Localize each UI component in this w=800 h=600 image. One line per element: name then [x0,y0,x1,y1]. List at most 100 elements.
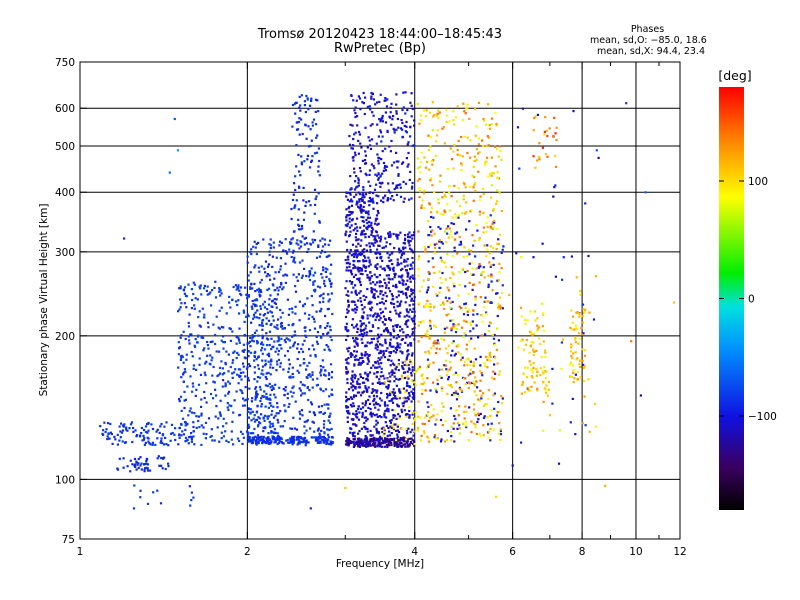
data-point [279,365,282,368]
data-point [427,286,430,289]
data-point [129,470,132,473]
data-point [272,284,275,287]
data-point [366,418,369,421]
data-point [363,381,366,384]
data-point [390,123,393,126]
data-point [576,378,579,381]
data-point [456,422,460,425]
data-point [424,333,427,336]
data-point [356,327,359,330]
data-point [391,278,394,281]
data-point [360,215,363,219]
data-point [387,266,390,269]
data-point [378,382,382,385]
data-point [393,444,396,447]
data-point [387,182,390,185]
data-point [479,435,482,438]
data-point [472,313,475,316]
data-point [493,208,496,211]
data-point [362,229,365,232]
data-point [498,296,502,299]
data-point [356,124,359,127]
data-point [269,247,272,250]
data-point [254,398,257,401]
data-point [349,403,352,406]
data-point [587,378,590,381]
data-point [407,311,410,314]
data-point [245,304,248,307]
data-point [359,205,363,208]
data-point [385,349,388,352]
data-point [402,283,405,286]
data-point [365,193,368,196]
data-point [178,308,181,311]
data-point [443,191,446,194]
data-point [290,438,293,441]
data-point [401,361,404,364]
data-point [255,304,258,307]
data-point [307,248,310,251]
data-point [569,345,572,348]
data-point [225,439,228,442]
data-point [469,156,472,159]
data-point [451,349,454,352]
data-point [270,337,273,340]
data-point [435,418,438,421]
data-point [525,376,528,379]
data-point [269,244,273,247]
data-point [376,337,379,340]
data-point [406,287,409,290]
data-points [99,91,676,510]
data-point [391,182,394,185]
data-point [396,439,399,442]
data-point [408,295,412,298]
data-point [557,462,561,465]
data-point [463,183,466,186]
data-point [324,374,327,377]
data-point [215,350,218,353]
data-point [178,436,181,439]
data-point [396,237,399,240]
data-point [358,386,361,389]
data-point [426,288,429,292]
data-point [378,314,381,317]
data-point [328,443,331,446]
data-point [438,347,441,351]
data-point [262,238,265,241]
data-point [315,123,318,126]
data-point [270,441,273,444]
data-point [359,407,362,410]
data-point [258,421,261,424]
data-point [321,237,324,240]
data-point [377,327,380,330]
data-point [386,440,389,443]
data-point [311,124,314,127]
data-point [387,358,390,361]
data-point [322,292,325,295]
data-point [493,377,496,381]
data-point [478,432,481,435]
data-point [222,379,225,382]
data-point [251,287,254,290]
data-point [404,234,407,237]
data-point [489,214,492,217]
data-point [146,458,149,461]
data-point [438,111,441,114]
data-point [385,424,388,427]
data-point [445,438,448,441]
data-point [427,350,430,353]
data-point [369,440,372,443]
data-point [401,162,404,165]
data-point [289,376,292,379]
data-point [180,334,183,337]
data-point [326,442,329,445]
data-point [261,352,264,355]
data-point [325,275,328,278]
data-point [368,439,371,442]
data-point [251,307,254,310]
data-point [295,144,298,147]
data-point [412,303,415,306]
data-point [322,266,325,269]
data-point [407,319,410,322]
data-point [359,244,362,247]
